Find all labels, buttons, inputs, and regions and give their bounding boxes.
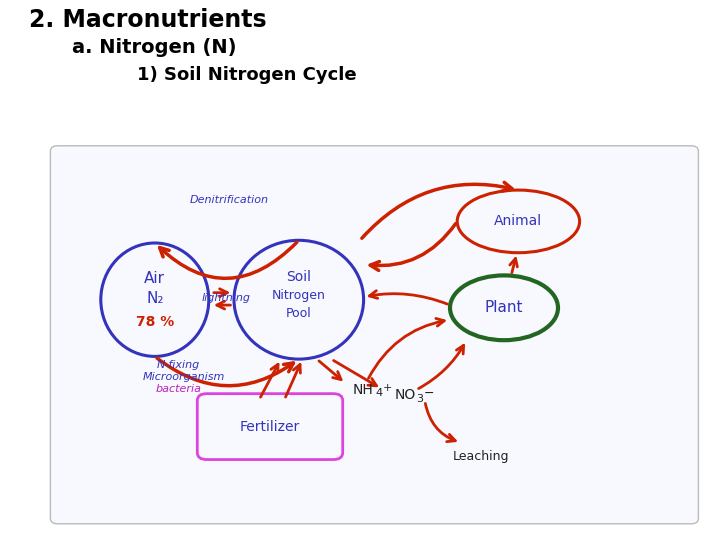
FancyArrowPatch shape [362,183,512,238]
Text: 78 %: 78 % [135,315,174,329]
Text: +: + [383,383,392,393]
Text: lightning: lightning [202,293,251,303]
Ellipse shape [457,190,580,253]
FancyArrowPatch shape [369,319,444,378]
Text: Microorganism: Microorganism [143,372,225,382]
Text: 1) Soil Nitrogen Cycle: 1) Soil Nitrogen Cycle [137,66,356,84]
Text: Fertilizer: Fertilizer [240,420,300,434]
Text: Nitrogen: Nitrogen [272,289,325,302]
Ellipse shape [101,243,209,356]
Text: Plant: Plant [485,300,523,315]
Text: Leaching: Leaching [453,450,509,463]
FancyArrowPatch shape [217,301,230,309]
FancyArrowPatch shape [426,403,455,442]
Text: 3: 3 [416,394,423,403]
Text: 4: 4 [376,388,383,397]
Text: Soil: Soil [287,270,311,284]
Text: −: − [423,387,434,400]
Text: N-fixing: N-fixing [157,360,200,369]
FancyArrowPatch shape [333,361,377,386]
FancyBboxPatch shape [50,146,698,524]
Text: bacteria: bacteria [156,384,202,394]
FancyArrowPatch shape [319,361,341,380]
Text: Pool: Pool [286,307,312,320]
Text: a. Nitrogen (N): a. Nitrogen (N) [72,38,236,57]
FancyArrowPatch shape [286,364,300,397]
FancyBboxPatch shape [197,394,343,460]
FancyArrowPatch shape [370,224,456,271]
Text: N₂: N₂ [146,291,163,306]
FancyArrowPatch shape [160,242,297,278]
FancyArrowPatch shape [418,345,464,389]
Text: Animal: Animal [495,214,542,228]
FancyArrowPatch shape [157,358,293,386]
Text: Denitrification: Denitrification [189,195,269,205]
FancyArrowPatch shape [261,364,278,397]
FancyArrowPatch shape [510,259,518,273]
Text: Air: Air [144,271,166,286]
FancyArrowPatch shape [369,291,447,304]
Text: NO: NO [395,388,416,402]
Text: NH: NH [353,383,374,397]
Ellipse shape [450,275,558,340]
Text: 2. Macronutrients: 2. Macronutrients [29,8,266,32]
FancyArrowPatch shape [214,289,228,296]
Ellipse shape [234,240,364,359]
